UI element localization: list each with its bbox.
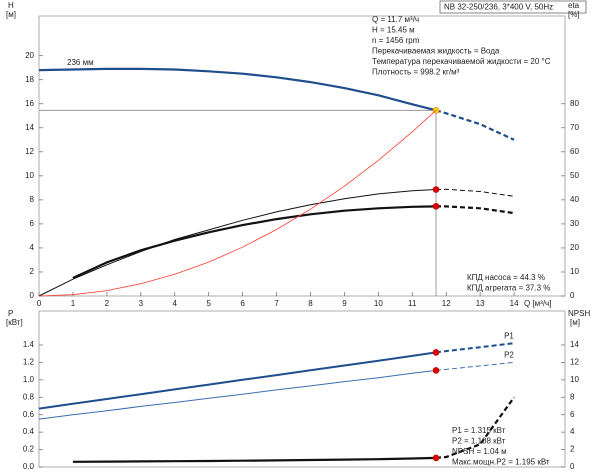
y-tick-label: 12 <box>25 147 34 156</box>
series-line <box>38 369 437 420</box>
annotation: Плотность = 998.2 кг/м³ <box>372 68 460 77</box>
y-tick-label: 16 <box>25 99 34 108</box>
y-tick-label: 1.0 <box>23 375 35 384</box>
series-line <box>38 110 437 297</box>
y2-tick-label: 6 <box>570 410 575 419</box>
y2-axis-label: NPSH <box>568 309 590 318</box>
y-tick-label: 20 <box>25 51 34 60</box>
y2-tick-label: 4 <box>570 427 575 436</box>
y2-axis-unit: [м] <box>570 318 580 327</box>
operating-marker <box>432 454 440 462</box>
annotation: H = 15.45 м <box>372 26 415 35</box>
y-tick-label: 18 <box>25 75 34 84</box>
x-tick-label: 11 <box>408 299 417 308</box>
y-axis-unit: [кВт] <box>6 318 23 327</box>
x-tick-label: 12 <box>442 299 451 308</box>
x-tick-label: 2 <box>105 299 110 308</box>
y2-tick-label: 10 <box>570 375 579 384</box>
operating-marker <box>432 349 440 356</box>
y2-tick-label: 70 <box>570 123 579 132</box>
series-line <box>436 205 515 215</box>
x-tick-label: 6 <box>240 299 245 308</box>
x-tick-label: 9 <box>342 299 347 308</box>
y-tick-label: 2 <box>30 267 35 276</box>
annotation: КПД агрегата = 37.3 % <box>467 284 550 293</box>
y2-axis-unit: [%] <box>568 10 580 19</box>
x-tick-label: 7 <box>274 299 279 308</box>
x-tick-label: 14 <box>510 299 519 308</box>
y2-tick-label: 40 <box>570 195 579 204</box>
annotation: P2 = 1.108 кВт <box>452 437 506 446</box>
x-tick-label: 8 <box>308 299 313 308</box>
y2-tick-label: 10 <box>570 267 579 276</box>
y-tick-label: 1.4 <box>23 340 35 349</box>
x-tick-label: 13 <box>476 299 485 308</box>
operating-marker <box>432 203 440 210</box>
x-tick-label: 3 <box>139 299 144 308</box>
annotation: n = 1456 rpm <box>372 36 420 45</box>
y-tick-label: 0.4 <box>23 427 35 436</box>
y-tick-label: 0.2 <box>23 445 35 454</box>
annotation: Перекачиваемая жидкость = Вода <box>372 47 500 56</box>
y2-axis-label: eta <box>568 1 580 10</box>
series-line <box>435 188 515 197</box>
x-tick-label: 5 <box>206 299 211 308</box>
plot-frame <box>38 310 566 468</box>
y-tick-label: 8 <box>30 195 35 204</box>
y-axis-label: H <box>8 1 14 10</box>
x-tick-label: 0 <box>37 299 42 308</box>
y-tick-label: 6 <box>30 219 35 228</box>
series-line <box>38 189 437 297</box>
series-line <box>72 205 437 279</box>
x-tick-label: 1 <box>71 299 76 308</box>
y-tick-label: 0.6 <box>23 410 35 419</box>
plot-frame <box>38 15 566 297</box>
series-line <box>38 67 437 112</box>
operating-marker <box>432 367 440 374</box>
series-line <box>38 351 437 410</box>
y2-tick-label: 30 <box>570 219 579 228</box>
y2-tick-label: 60 <box>570 147 579 156</box>
series-label: P1 <box>504 331 514 340</box>
y-tick-label: 0.8 <box>23 392 35 401</box>
y-tick-label: 0.0 <box>23 462 35 471</box>
y2-tick-label: 0 <box>570 462 575 471</box>
series-label: 236 мм <box>67 58 94 67</box>
y-axis-label: P <box>8 309 13 318</box>
y-tick-label: 10 <box>25 171 34 180</box>
x-tick-label: 4 <box>173 299 178 308</box>
x-tick-label: 10 <box>374 299 383 308</box>
series-line <box>435 396 515 459</box>
series-line <box>72 456 437 463</box>
y2-tick-label: 80 <box>570 99 579 108</box>
y-axis-unit: [м] <box>6 10 16 19</box>
annotation: КПД насоса = 44.3 % <box>467 273 545 282</box>
series-line <box>435 342 515 354</box>
y-tick-label: 0 <box>30 291 35 300</box>
y2-tick-label: 14 <box>570 340 579 349</box>
series-line <box>435 109 515 141</box>
operating-marker <box>432 186 440 193</box>
series-line <box>435 361 515 371</box>
y2-tick-label: 12 <box>570 358 579 367</box>
y-tick-label: 1.2 <box>23 358 35 367</box>
y2-tick-label: 2 <box>570 445 575 454</box>
annotation: Температура перекачиваемой жидкости = 20… <box>372 57 551 66</box>
series-label: P2 <box>504 351 514 360</box>
y2-tick-label: 8 <box>570 392 575 401</box>
y2-tick-label: 0 <box>570 291 575 300</box>
chart-title: NB 32-250/236, 3*400 V, 50Hz <box>444 3 553 12</box>
y-tick-label: 4 <box>30 243 35 252</box>
y-tick-label: 14 <box>25 123 34 132</box>
x-axis-label: Q [м³/ч] <box>524 299 551 308</box>
y2-tick-label: 50 <box>570 171 579 180</box>
y2-tick-label: 20 <box>570 243 579 252</box>
annotation: P1 = 1.315 кВт <box>452 426 506 435</box>
title-box <box>439 0 587 14</box>
annotation: Q = 11.7 м³/ч <box>372 15 419 24</box>
annotation: Макс.мощн.P2 = 1.195 кВт <box>452 458 550 467</box>
annotation: NPSH = 1.04 м <box>452 447 507 456</box>
